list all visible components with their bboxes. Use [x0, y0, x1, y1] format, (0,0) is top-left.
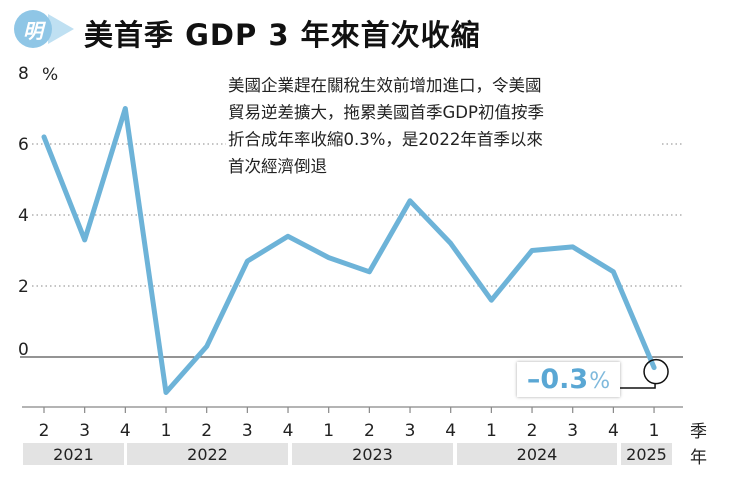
- x-suffix-quarter: 季: [690, 422, 707, 442]
- logo-tail-shape: [48, 14, 74, 44]
- logo-badge: 明: [14, 10, 52, 48]
- xtick-label: 3: [567, 421, 578, 441]
- ytick-label: 4: [18, 206, 29, 226]
- x-axis: [22, 406, 683, 465]
- year-group-label: 2024: [517, 445, 558, 464]
- callout-box: –0.3 %: [517, 362, 620, 397]
- page-title: 美首季 GDP 3 年來首次收縮: [84, 18, 481, 52]
- xtick-label: 3: [79, 421, 90, 441]
- callout-unit: %: [589, 369, 611, 394]
- xtick-label: 2: [39, 421, 50, 441]
- callout-marker: [620, 358, 669, 389]
- year-group-label: 2025: [626, 445, 667, 464]
- year-group-label: 2021: [53, 445, 94, 464]
- xtick-label: 4: [445, 421, 456, 441]
- xtick-label: 2: [364, 421, 375, 441]
- ytick-label: 0: [18, 340, 29, 360]
- xtick-label: 4: [608, 421, 619, 441]
- xtick-label: 3: [242, 421, 253, 441]
- annotation-line: 貿易逆差擴大，拖累美國首季GDP初值按季: [228, 103, 544, 122]
- year-group-box: [621, 443, 672, 465]
- x-suffix-year: 年: [690, 448, 707, 468]
- year-group-box: [292, 443, 453, 465]
- annotation-text: 美國企業趕在關稅生效前增加進口，令美國 貿易逆差擴大，拖累美國首季GDP初值按季…: [226, 72, 660, 180]
- ytick-label: 6: [18, 135, 29, 155]
- xtick-label: 1: [323, 421, 334, 441]
- year-group-box: [457, 443, 617, 465]
- year-group-box: [127, 443, 288, 465]
- annotation-line: 折合成年率收縮0.3%，是2022年首季以來: [228, 130, 543, 149]
- year-group-box: [23, 443, 124, 465]
- year-group-label: 2022: [187, 445, 228, 464]
- xtick-label: 1: [486, 421, 497, 441]
- year-group-label: 2023: [352, 445, 393, 464]
- y-unit-label: %: [42, 65, 58, 85]
- ytick-label: 2: [18, 277, 29, 297]
- callout-leader-line: [620, 383, 656, 389]
- header-banner: 明 美首季 GDP 3 年來首次收縮: [0, 0, 730, 60]
- xtick-label: 3: [405, 421, 416, 441]
- xtick-label: 4: [283, 421, 294, 441]
- xtick-label: 4: [120, 421, 131, 441]
- xtick-label: 2: [527, 421, 538, 441]
- annotation-line: 首次經濟倒退: [228, 157, 327, 176]
- callout-value: –0.3: [526, 364, 589, 395]
- xtick-label: 1: [649, 421, 660, 441]
- axis-labels: 0 2 4 6 8 % 2 3 4 1 2 3 4 1 2 3 4 1 2 3 4 1 2021 2022 2023 2024 20…: [18, 64, 667, 464]
- xtick-label: 2: [201, 421, 212, 441]
- annotation-line: 美國企業趕在關稅生效前增加進口，令美國: [228, 76, 542, 95]
- xtick-label: 1: [161, 421, 172, 441]
- callout-circle: [643, 358, 669, 385]
- series-layer: [41, 106, 657, 395]
- ytick-label: 8: [18, 64, 29, 84]
- series-line: [41, 106, 657, 395]
